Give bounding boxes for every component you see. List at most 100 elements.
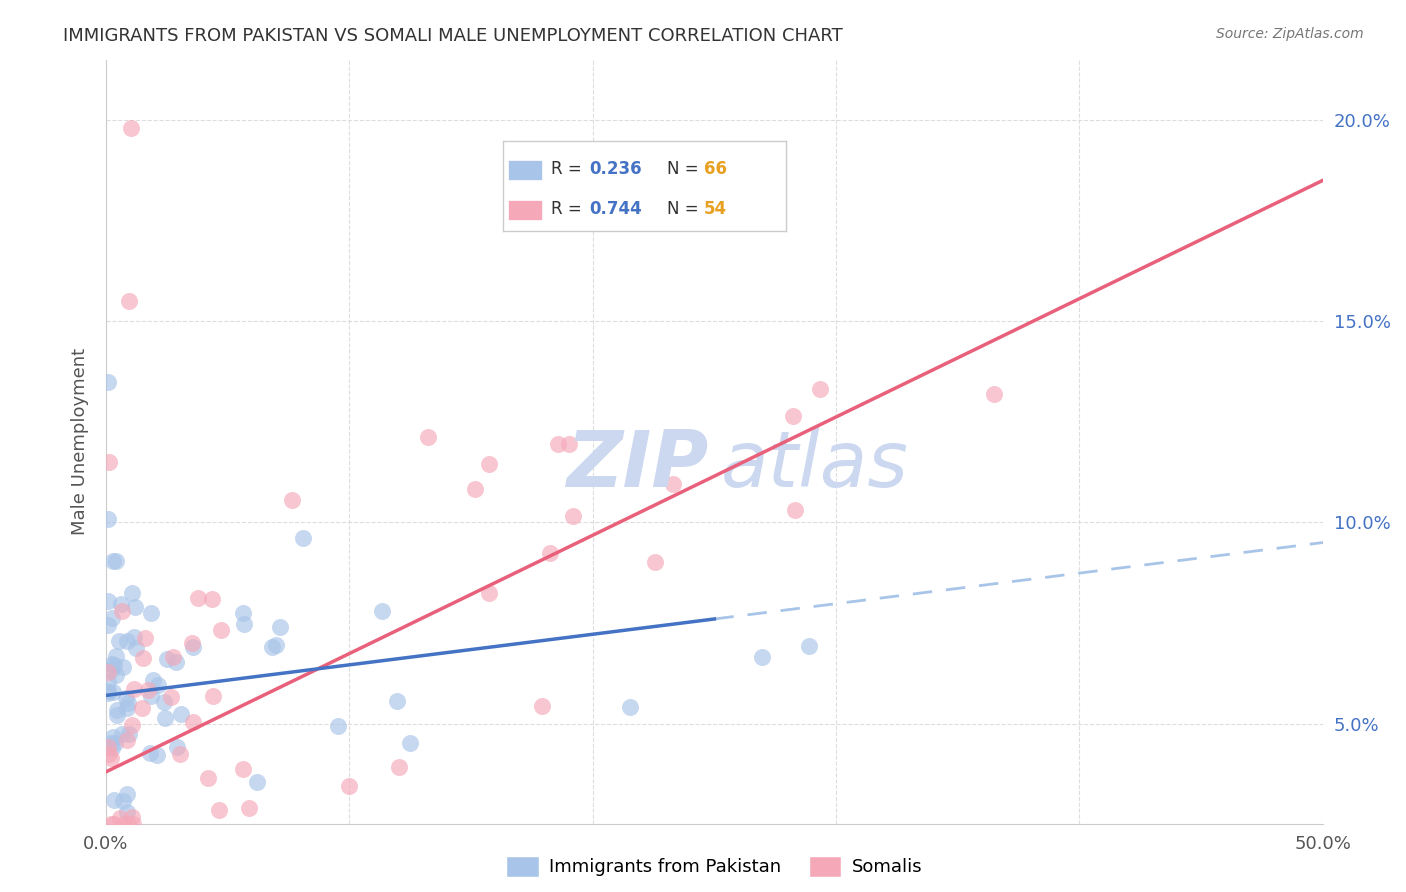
Point: [115, 805, 138, 819]
Point: [97, 375, 120, 389]
Point: [105, 703, 128, 717]
Point: [799, 639, 821, 653]
Point: [232, 617, 254, 632]
Text: N =: N =: [666, 200, 704, 219]
Point: [122, 630, 145, 644]
Text: 66: 66: [704, 160, 727, 178]
Point: [122, 817, 145, 831]
Point: [292, 531, 315, 545]
Point: [97, 674, 120, 689]
Text: 0.744: 0.744: [589, 200, 641, 219]
Point: [547, 437, 569, 451]
Point: [115, 732, 138, 747]
Point: [101, 685, 124, 699]
Point: [97, 684, 120, 698]
Point: [808, 382, 831, 396]
Point: [97, 686, 120, 700]
Point: [121, 718, 143, 732]
Point: [156, 652, 179, 666]
Point: [337, 779, 360, 793]
Point: [538, 546, 561, 560]
Point: [644, 555, 666, 569]
Point: [238, 801, 260, 815]
Point: [246, 775, 269, 789]
Point: [416, 430, 439, 444]
Point: [104, 553, 127, 567]
Point: [101, 730, 124, 744]
Point: [326, 719, 349, 733]
Point: [110, 597, 132, 611]
Point: [202, 689, 225, 703]
Point: [530, 698, 553, 713]
Point: [97, 618, 120, 632]
Point: [165, 655, 187, 669]
Point: [115, 634, 138, 648]
Point: [120, 121, 142, 136]
Point: [110, 811, 132, 825]
Point: [100, 751, 122, 765]
Point: [148, 678, 170, 692]
Point: [208, 803, 231, 817]
Point: [104, 668, 127, 682]
Point: [281, 493, 304, 508]
Point: [619, 700, 641, 714]
Point: [124, 600, 146, 615]
Point: [104, 648, 127, 663]
Text: N =: N =: [666, 160, 704, 178]
Point: [117, 787, 139, 801]
Point: [121, 810, 143, 824]
Point: [124, 640, 146, 655]
Point: [112, 817, 135, 831]
Point: [117, 696, 139, 710]
Point: [385, 694, 408, 708]
Point: [97, 455, 120, 469]
Point: [181, 715, 204, 730]
Point: [117, 817, 139, 831]
Text: 0.236: 0.236: [589, 160, 641, 178]
Point: [558, 436, 581, 450]
Point: [146, 747, 169, 762]
Point: [121, 586, 143, 600]
Text: R =: R =: [551, 200, 586, 219]
Point: [111, 604, 134, 618]
Point: [162, 650, 184, 665]
Point: [97, 739, 120, 754]
Point: [232, 763, 254, 777]
Point: [97, 665, 120, 680]
Legend: Immigrants from Pakistan, Somalis: Immigrants from Pakistan, Somalis: [499, 848, 929, 884]
Point: [101, 554, 124, 568]
Point: [782, 409, 804, 423]
Point: [201, 592, 224, 607]
Point: [232, 607, 254, 621]
Point: [108, 634, 131, 648]
Point: [561, 508, 583, 523]
Point: [370, 604, 392, 618]
Bar: [509, 161, 543, 180]
Point: [399, 736, 422, 750]
Point: [139, 607, 162, 621]
Point: [112, 659, 135, 673]
Point: [101, 740, 124, 755]
Point: [100, 735, 122, 749]
Point: [209, 623, 232, 637]
Point: [783, 503, 806, 517]
Point: [153, 695, 176, 709]
Point: [662, 477, 685, 491]
Point: [388, 759, 411, 773]
Point: [97, 594, 120, 608]
Point: [169, 747, 191, 762]
Point: [103, 817, 125, 831]
Point: [264, 638, 287, 652]
Text: R =: R =: [551, 160, 586, 178]
Point: [139, 746, 162, 760]
Point: [122, 681, 145, 696]
Point: [269, 620, 291, 634]
Point: [131, 701, 153, 715]
Point: [104, 736, 127, 750]
Point: [159, 690, 181, 704]
Point: [136, 683, 159, 698]
Text: 54: 54: [704, 200, 727, 219]
Point: [115, 691, 138, 706]
Point: [134, 631, 156, 645]
Point: [141, 689, 163, 703]
